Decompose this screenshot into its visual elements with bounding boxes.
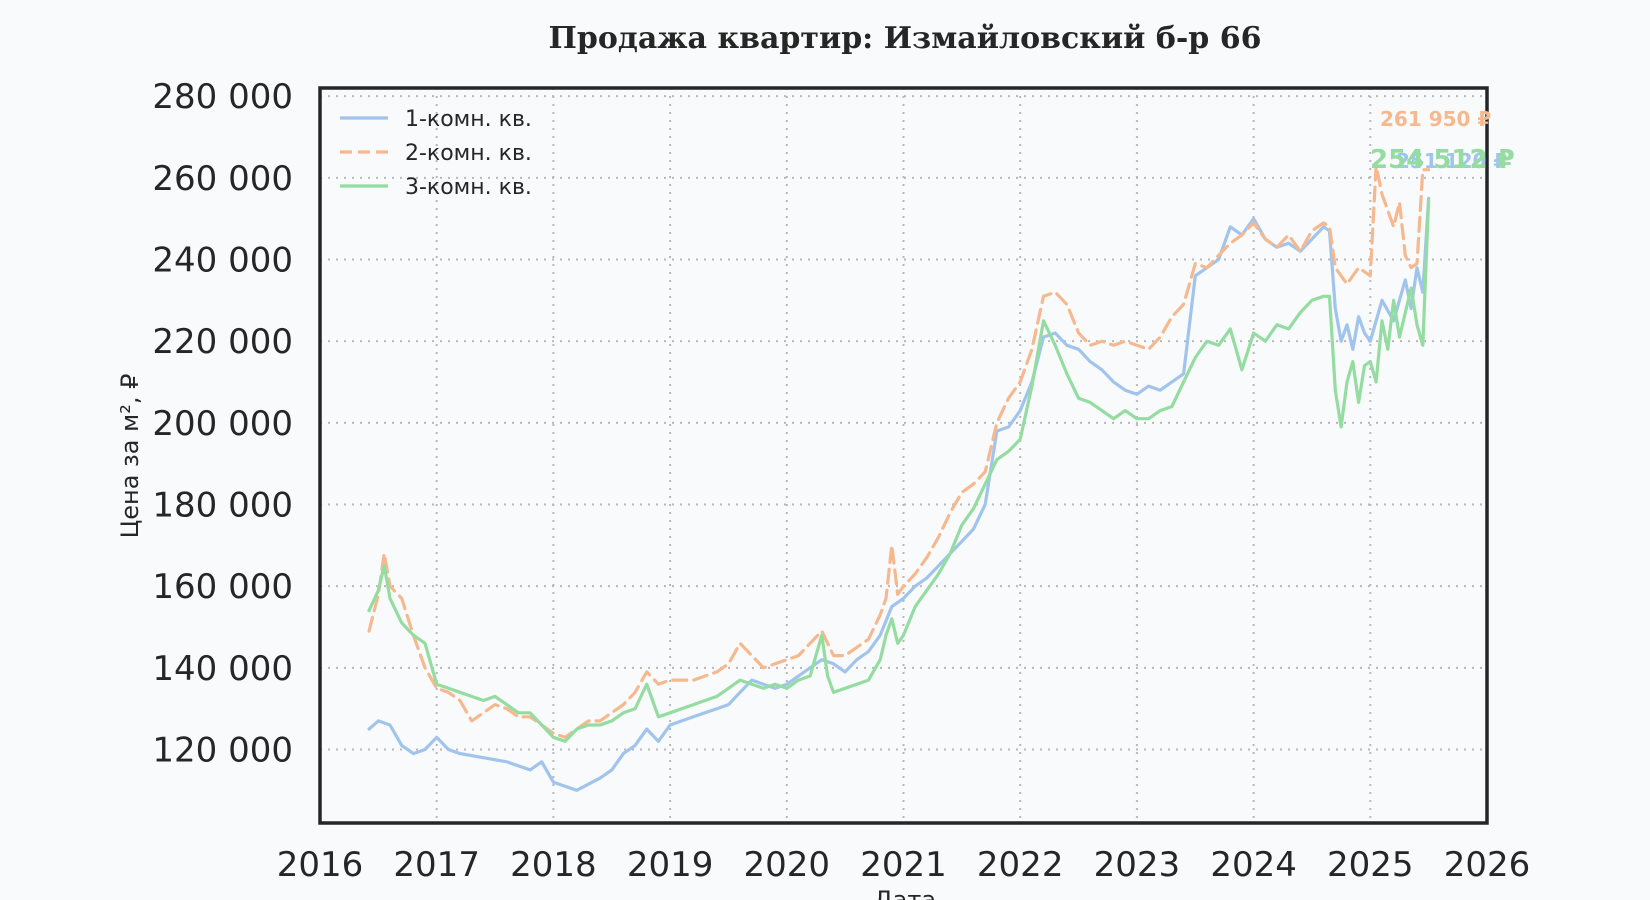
legend-label-3: 3-комн. кв. [405,175,532,200]
end-value-label-1: 261 950 ₽ [1380,107,1491,131]
y-tick-label: 160 000 [152,567,293,607]
end-labels: 261 950 ₽ 251 120 ₽254 512 ₽ [1370,107,1515,175]
x-tick-label: 2018 [510,845,597,885]
y-axis-label: Цена за м², ₽ [116,374,144,539]
x-tick-label: 2025 [1327,845,1414,885]
y-tick-label: 180 000 [152,486,293,526]
end-value-label-2: 251 120 ₽ [1396,149,1507,173]
end-value-label-3: 254 512 ₽ [1370,145,1515,175]
x-tick-label: 2026 [1444,845,1531,885]
x-tick-label: 2022 [977,845,1064,885]
chart-title: Продажа квартир: Измайловский б-р 66 [549,21,1262,56]
legend-label-2: 2-комн. кв. [405,141,532,166]
y-tick-label: 220 000 [152,322,293,362]
tick-layer: 2016 2017 2018 2019 2020 2021 2022 2023 2024 2025… [152,77,1530,885]
y-tick-label: 240 000 [152,241,293,281]
y-tick-label: 120 000 [152,731,293,771]
x-tick-label: 2020 [744,845,831,885]
x-tick-label: 2023 [1094,845,1181,885]
series-line-2 [367,164,1431,739]
series-line-3 [367,198,1431,743]
y-tick-label: 260 000 [152,159,293,199]
legend-label-1: 1-комн. кв. [405,107,532,132]
series-line-1 [367,196,1431,792]
series-layer [367,164,1431,792]
y-tick-label: 140 000 [152,649,293,689]
y-tick-label: 200 000 [152,404,293,444]
legend: 1-комн. кв. 2-комн. кв. 3-комн. кв. [340,107,532,200]
x-tick-label: 2021 [860,845,947,885]
x-axis-label: Дата [874,886,936,900]
plot-frame [318,86,1489,825]
x-tick-label: 2017 [393,845,480,885]
x-tick-label: 2024 [1210,845,1297,885]
x-tick-label: 2016 [277,845,364,885]
x-tick-label: 2019 [627,845,714,885]
y-tick-label: 280 000 [152,77,293,117]
